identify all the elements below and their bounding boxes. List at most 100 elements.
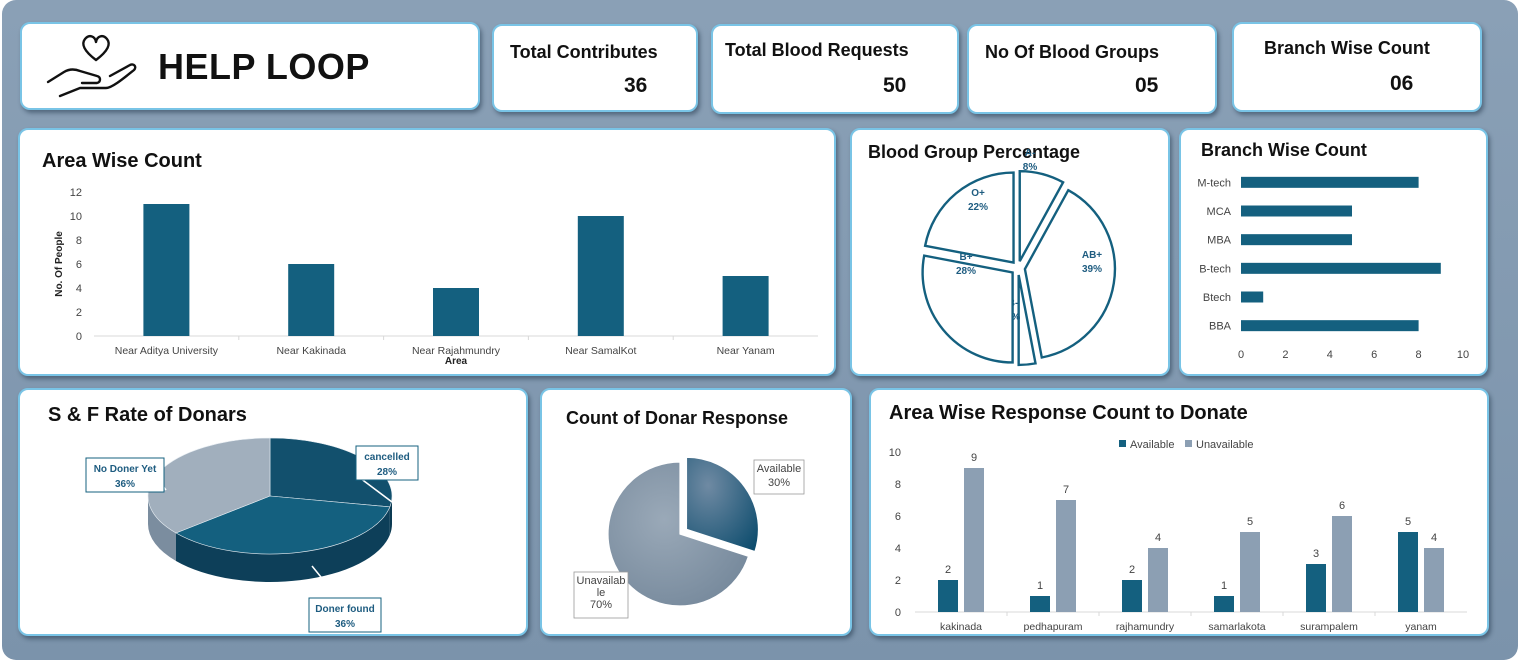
kpi-value: 36	[624, 74, 648, 97]
y-tick-label: 8	[895, 479, 901, 491]
kpi-value: 05	[1135, 74, 1159, 97]
x-tick-label: surampalem	[1300, 621, 1358, 633]
data-label: 9	[971, 452, 977, 464]
x-tick-label: 6	[1371, 349, 1377, 361]
kpi-branch-wise-count: Branch Wise Count 06	[1232, 22, 1482, 112]
x-tick-label: Near SamalKot	[565, 345, 636, 357]
y-tick-label: 0	[76, 331, 82, 343]
pie-slice	[923, 171, 1015, 265]
bar	[722, 276, 769, 336]
slice-label: AB+ 39%	[1082, 250, 1102, 275]
y-tick-label: Btech	[1203, 292, 1231, 304]
bar	[1306, 564, 1326, 612]
bar	[1241, 176, 1419, 188]
data-label: 1	[1221, 580, 1227, 592]
area-response-chart: 0 2 4 6 8 10 2 9 kakinada 1 7 pedhapuram 2 4 rajhamund…	[889, 439, 1467, 633]
kpi-label: No Of Blood Groups	[985, 42, 1159, 62]
x-tick-label: Near Kakinada	[276, 345, 346, 357]
bar	[1398, 532, 1418, 612]
pie-slice	[175, 495, 391, 555]
slice-label: Doner found 36%	[315, 604, 374, 630]
pie-slice	[921, 254, 1014, 364]
y-tick-label: BBA	[1209, 321, 1232, 333]
slice-label: No Doner Yet 36%	[94, 464, 157, 490]
pie-slice	[1018, 170, 1065, 262]
bar	[1148, 548, 1168, 612]
bar	[1241, 205, 1352, 217]
y-tick-label: 12	[70, 187, 82, 199]
x-tick-label: yanam	[1405, 621, 1437, 633]
callout-leader	[359, 477, 393, 503]
data-label: 2	[1129, 564, 1135, 576]
legend-swatch	[1119, 440, 1126, 447]
sf-rate-chart: cancelled 28% Doner found 36% No Doner Yet 36…	[85, 437, 419, 633]
bar	[1214, 596, 1234, 612]
bar	[577, 216, 624, 336]
sf-rate-card: S & F Rate of Donars cancelled 28% Doner f…	[18, 388, 528, 636]
kpi-label: Branch Wise Count	[1264, 38, 1430, 58]
pie-side	[148, 496, 176, 561]
chart-title: Area Wise Response Count to Donate	[889, 402, 1248, 424]
blood-group-chart: A-8%AB+39%B-3%B+28%O+22%	[921, 148, 1117, 367]
kpi-value: 50	[883, 74, 907, 97]
y-tick-label: 4	[895, 543, 901, 555]
data-label: 5	[1405, 516, 1411, 528]
x-tick-label: Near Rajahmundry	[412, 345, 501, 357]
y-tick-label: 2	[895, 575, 901, 587]
bar	[1332, 516, 1352, 612]
x-tick-label: 10	[1457, 349, 1469, 361]
x-tick-label: 8	[1416, 349, 1422, 361]
x-tick-label: Near Yanam	[717, 345, 775, 357]
slice-label: Unavailab le 70%	[577, 575, 626, 611]
y-tick-label: 10	[889, 447, 901, 459]
callout-box	[753, 459, 805, 495]
x-tick-label: 4	[1327, 349, 1333, 361]
kpi-value: 06	[1390, 72, 1414, 95]
x-tick-label: Near Aditya University	[115, 345, 219, 357]
bar	[938, 580, 958, 612]
donor-response-card: Count of Donar Response Available 30% Unav…	[540, 388, 852, 636]
data-label: 2	[945, 564, 951, 576]
bar	[1241, 234, 1352, 246]
y-tick-label: 6	[76, 259, 82, 271]
pie-side	[175, 506, 390, 582]
slice-label: Available 30%	[757, 463, 801, 489]
bar	[1122, 580, 1142, 612]
y-tick-label: 10	[70, 211, 82, 223]
slice-label: B+ 28%	[956, 252, 976, 277]
bar	[433, 288, 479, 336]
header-card: HELP LOOP	[20, 22, 480, 110]
branch-wise-chart: M-tech MCA MBA B-tech Btech BBA 0 2 4 6 8 10	[1197, 176, 1469, 361]
chart-title: Blood Group Percentage	[868, 142, 1081, 162]
branch-wise-card: Branch Wise Count M-tech MCA MBA B-tech Btec…	[1179, 128, 1488, 376]
legend-swatch	[1185, 440, 1192, 447]
donor-response-chart: Available 30% Unavailab le 70%	[573, 456, 805, 619]
pie-slice	[685, 456, 760, 553]
slice-label: A-8%	[1023, 148, 1038, 173]
callout-box	[308, 597, 382, 633]
x-tick-label: kakinada	[940, 621, 982, 633]
chart-title: S & F Rate of Donars	[48, 404, 247, 426]
y-tick-label: 6	[895, 511, 901, 523]
area-wise-chart: 0 2 4 6 8 10 12 Near Aditya University Near Kaki…	[54, 187, 818, 367]
area-wise-count-card: Area Wise Count 0 2 4 6 8 10 12 Near Aditya Uni…	[18, 128, 836, 376]
pie-slice	[1017, 274, 1037, 367]
callout-box	[85, 457, 165, 493]
bar	[964, 468, 984, 612]
chart-title: Count of Donar Response	[566, 408, 789, 428]
y-tick-label: M-tech	[1197, 177, 1231, 189]
app-title: HELP LOOP	[158, 46, 370, 87]
y-tick-label: 0	[895, 607, 901, 619]
kpi-total-blood-requests: Total Blood Requests 50	[711, 24, 959, 114]
data-label: 4	[1155, 532, 1161, 544]
x-tick-label: 0	[1238, 349, 1244, 361]
blood-group-card: Blood Group Percentage A-8%AB+39%B-3%B+2…	[850, 128, 1170, 376]
bar	[1241, 291, 1264, 303]
bar	[143, 204, 190, 336]
legend-label: Unavailable	[1196, 439, 1253, 451]
bar	[1056, 500, 1076, 612]
slice-label: cancelled 28%	[364, 452, 410, 478]
bar	[288, 264, 335, 336]
bar	[1241, 320, 1419, 332]
slice-label: O+ 22%	[968, 188, 988, 213]
